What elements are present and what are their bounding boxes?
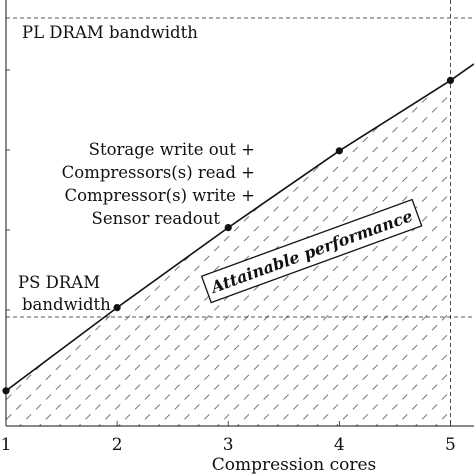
sum-label-line1: Storage write out + <box>89 140 255 159</box>
data-point <box>2 387 10 395</box>
x-tick-label: 2 <box>112 435 123 455</box>
series-line <box>5 63 474 392</box>
x-ticks: 1 2 3 4 5 <box>1 421 456 455</box>
region-label-frame <box>200 198 423 304</box>
attainable-region <box>6 80 451 427</box>
data-point <box>335 147 343 155</box>
x-tick-label: 4 <box>334 435 345 455</box>
ps-dram-label-line1: PS DRAM <box>18 273 100 292</box>
data-point <box>224 224 232 232</box>
pl-dram-label: PL DRAM bandwidth <box>22 23 198 42</box>
x-tick-label: 3 <box>223 435 234 455</box>
data-point <box>446 76 455 84</box>
axes <box>5 0 474 427</box>
sum-label-line2: Compressors(s) read + <box>62 163 255 182</box>
hatch-layer <box>6 80 451 427</box>
x-tick-label: 5 <box>445 435 456 455</box>
data-point <box>113 304 121 312</box>
x-axis-label: Compression cores <box>212 455 377 474</box>
x-tick-label: 1 <box>1 435 12 455</box>
series-layer <box>2 63 474 395</box>
ref-lines <box>6 0 474 426</box>
sum-label-line4: Sensor readout <box>92 209 221 228</box>
ps-dram-label-line2: bandwidth <box>22 295 111 314</box>
sum-label-line3: Compressor(s) write + <box>64 186 255 205</box>
